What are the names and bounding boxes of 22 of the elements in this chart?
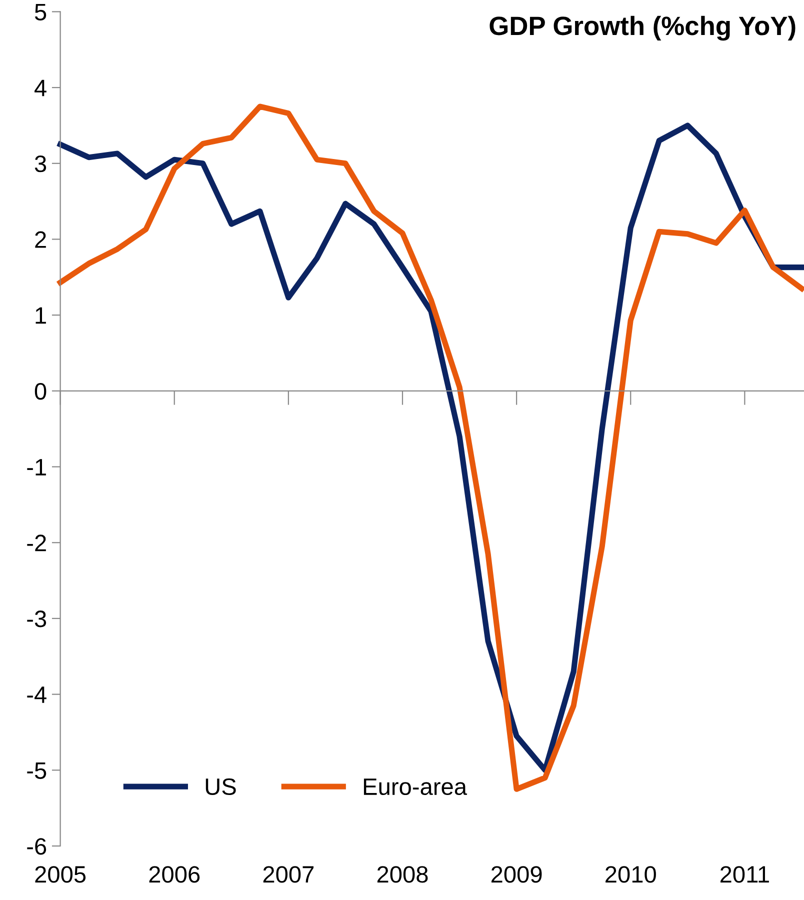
y-tick-label: -6 (27, 838, 46, 855)
y-tick-label: -1 (27, 459, 46, 476)
y-tick-label: 2 (35, 231, 46, 248)
x-tick-label: 2009 (491, 866, 542, 883)
x-tick-label: 2008 (377, 866, 428, 883)
x-tick-label: 2010 (606, 866, 656, 883)
y-tick-label: -5 (27, 762, 46, 779)
x-tick-label: 2011 (720, 866, 769, 883)
y-tick-label: 4 (34, 80, 46, 96)
y-tick-label: -4 (27, 686, 46, 703)
legend-label: Euro-area (364, 778, 468, 796)
y-tick-label: 0 (34, 382, 46, 400)
y-tick-label: 1 (36, 307, 46, 324)
x-tick-label: 2005 (35, 866, 86, 883)
chart-title: GDP Growth (%chg YoY) (490, 16, 796, 41)
y-tick-label: 5 (34, 4, 46, 20)
y-tick-label: -3 (27, 610, 46, 628)
x-tick-label: 2007 (263, 866, 314, 883)
y-tick-label: 3 (34, 155, 46, 172)
legend-label: US (206, 778, 236, 796)
y-tick-label: -2 (27, 534, 46, 552)
x-tick-label: 2006 (149, 866, 200, 883)
